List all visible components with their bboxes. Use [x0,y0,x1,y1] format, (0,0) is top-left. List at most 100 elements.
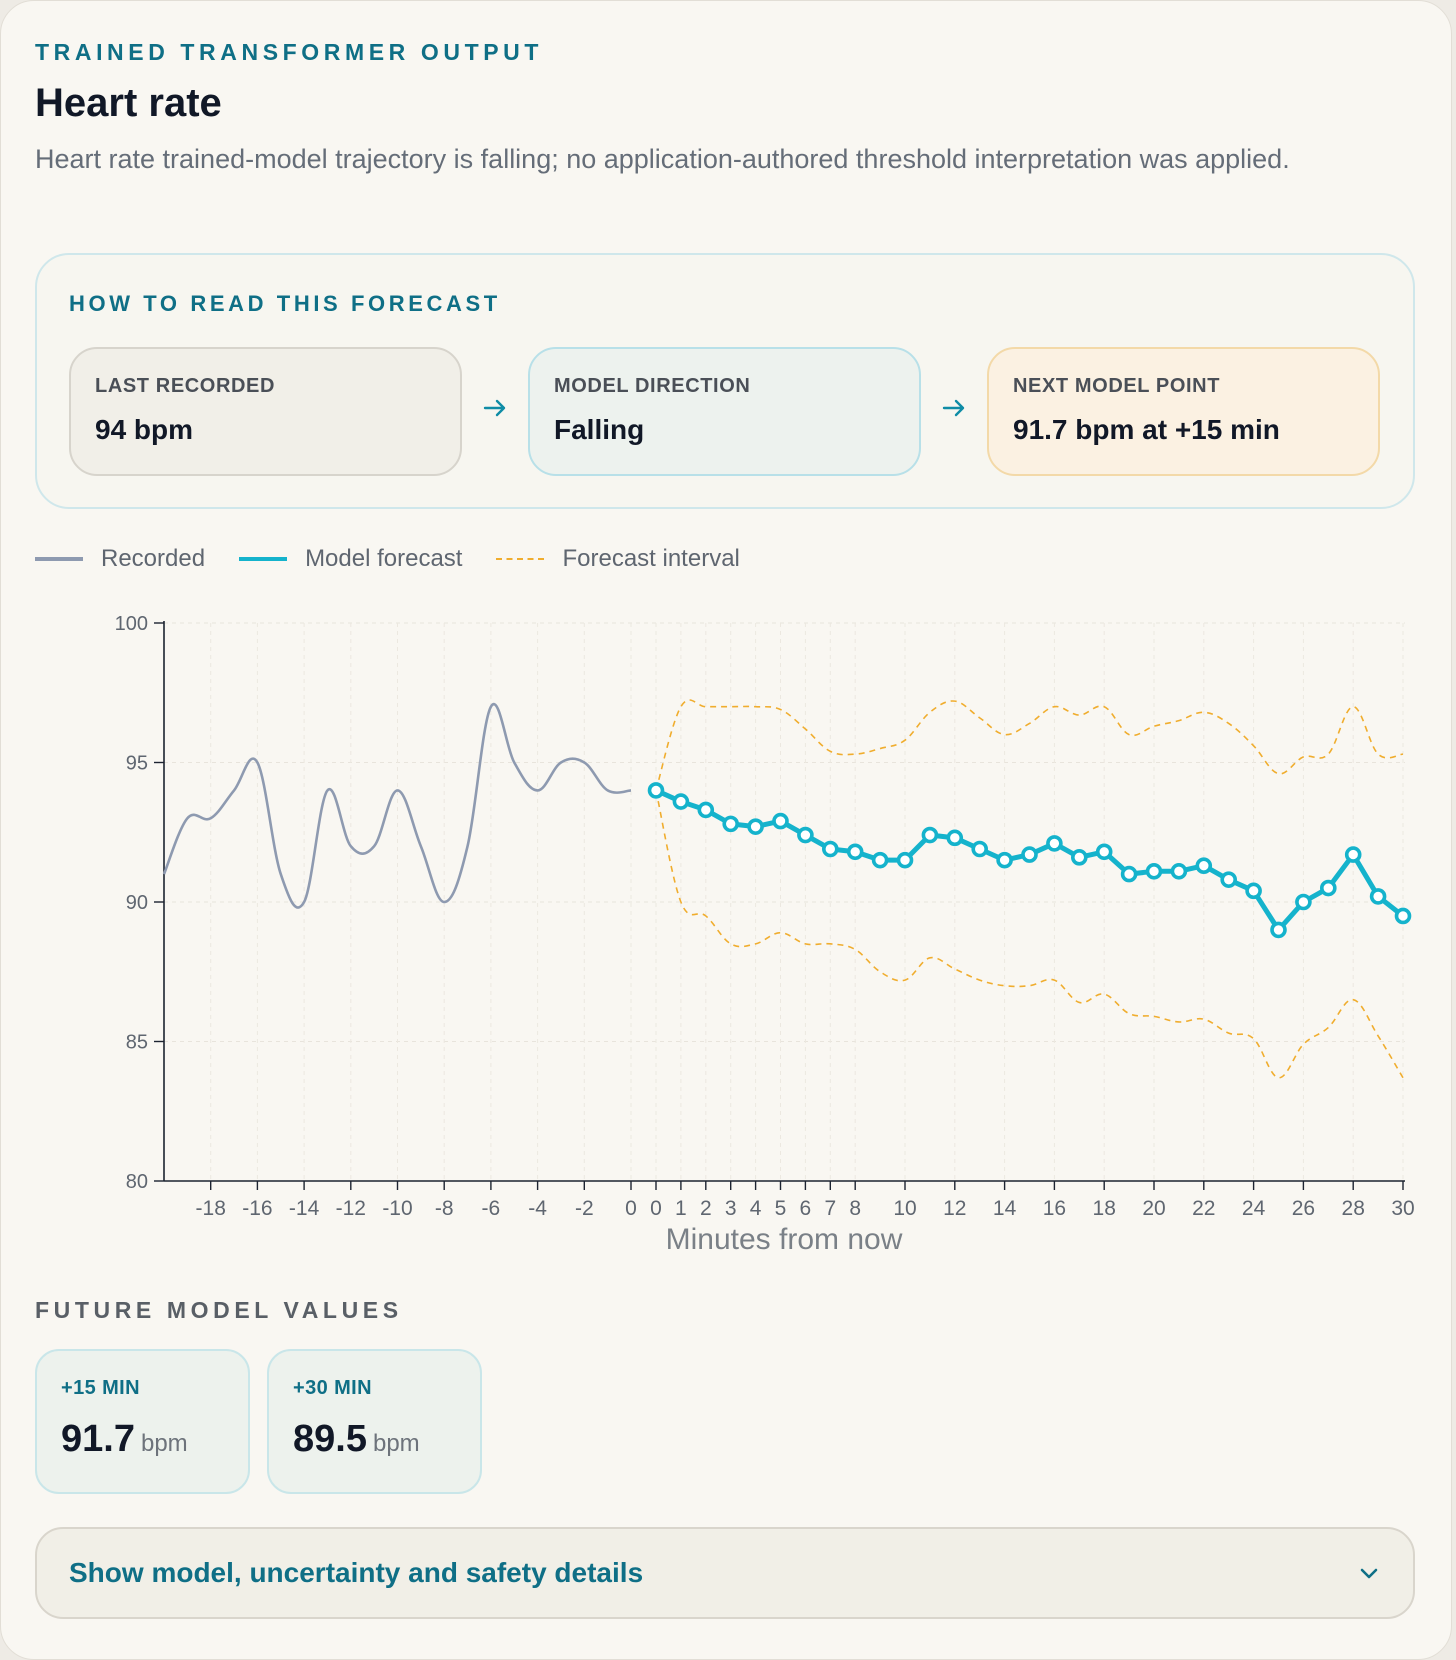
legend-swatch-interval [496,558,545,560]
eyebrow-label: TRAINED TRANSFORMER OUTPUT [35,39,544,65]
tile-value: 91.7 [61,1418,135,1460]
forecast-point [1021,846,1038,863]
forecast-point [1245,882,1262,900]
forecast-point [697,801,715,819]
interval-upper-line [655,699,1404,791]
arrow-right-icon [478,391,512,425]
future-tile-30min: +30 MIN 89.5 bpm [267,1349,482,1494]
how-to-read-title: HOW TO READ THIS FORECAST [69,291,501,316]
forecast-point [871,851,889,869]
x-tick-label: 16 [1043,1197,1066,1220]
x-tick-label: 22 [1192,1197,1215,1220]
x-tick-label: 30 [1391,1197,1414,1220]
y-tick-label: 85 [126,1032,148,1054]
forecast-point [996,851,1013,869]
forecast-point [846,843,864,861]
x-tick-label: 7 [824,1197,836,1220]
forecast-point [1394,907,1412,925]
x-tick-label: 0 [650,1197,662,1220]
step-value: 91.7 bpm at +15 min [1013,414,1280,445]
y-tick-label: 100 [115,613,148,635]
x-tick-label: -12 [336,1197,366,1220]
y-tick-label: 95 [126,753,148,775]
step-model-direction: MODEL DIRECTION Falling [528,347,921,476]
details-disclosure-button[interactable]: Show model, uncertainty and safety detai… [35,1527,1415,1619]
x-tick-label: 10 [893,1197,916,1220]
x-tick-label: -16 [242,1197,272,1220]
x-tick-label: -2 [575,1197,594,1220]
forecast-point [747,818,764,835]
x-tick-label: 8 [849,1197,861,1220]
legend-item-recorded: Recorded [35,545,205,573]
y-tick-label: 90 [126,892,148,914]
step-label: MODEL DIRECTION [554,375,751,397]
interval-lower-line [655,790,1404,1079]
legend-swatch-forecast [239,557,288,561]
future-values-title: FUTURE MODEL VALUES [35,1297,403,1323]
chart-legend: Recorded Model forecast Forecast interva… [35,541,774,577]
forecast-point [921,826,939,844]
chevron-down-icon [1360,1568,1378,1579]
forecast-point [1145,863,1163,880]
arrow-right-icon [937,391,971,425]
future-tile-15min: +15 MIN 91.7 bpm [35,1349,250,1494]
tile-label: +30 MIN [293,1377,372,1399]
tile-label: +15 MIN [61,1377,140,1399]
forecast-point [896,851,914,869]
recorded-line [162,702,632,909]
x-tick-label: -14 [289,1197,320,1220]
details-label: Show model, uncertainty and safety detai… [69,1557,644,1588]
x-tick-label: 5 [775,1197,787,1220]
forecast-point [1220,871,1237,888]
x-axis-title: Minutes from now [666,1223,903,1256]
x-tick-label: 26 [1292,1197,1315,1220]
x-tick-label: -8 [435,1197,454,1220]
forecast-point [1320,879,1337,897]
x-tick-label: -4 [528,1197,547,1220]
x-tick-label: 12 [943,1197,966,1220]
x-tick-label: 14 [993,1197,1017,1220]
step-label: LAST RECORDED [95,375,276,397]
forecast-point [821,840,839,858]
forecast-point [1120,865,1138,883]
legend-item-interval: Forecast interval [496,545,740,573]
step-next-model-point: NEXT MODEL POINT 91.7 bpm at +15 min [987,347,1380,476]
step-label: NEXT MODEL POINT [1013,375,1221,397]
forecast-point [797,826,814,844]
summary-text: Heart rate trained-model trajectory is f… [35,144,1290,174]
x-tick-label: 28 [1342,1197,1365,1220]
x-tick-label: 3 [725,1197,737,1220]
x-tick-label: 2 [700,1197,712,1220]
x-tick-label: 24 [1242,1197,1266,1220]
tile-unit: bpm [372,1430,420,1457]
page-title: Heart rate [35,81,222,125]
legend-label: Recorded [101,545,206,572]
legend-label: Forecast interval [562,545,740,572]
y-tick-label: 80 [126,1171,148,1193]
forecast-point [1295,893,1312,911]
forecast-point [1344,846,1362,863]
legend-item-forecast: Model forecast [239,545,462,573]
tile-value: 89.5 [293,1418,367,1460]
forecast-point [1071,849,1088,866]
forecast-point [1195,857,1213,875]
x-tick-label: 6 [800,1197,812,1220]
x-tick-label: 20 [1142,1197,1165,1220]
forecast-point [722,815,740,833]
x-tick-label: 1 [675,1197,687,1220]
x-tick-label: -18 [196,1197,226,1220]
x-tick-label: 18 [1093,1197,1116,1220]
forecast-point [1170,863,1188,880]
how-to-read-panel: HOW TO READ THIS FORECAST LAST RECORDED … [35,253,1415,509]
forecast-point [1046,835,1063,852]
forecast-point [772,812,789,830]
step-value: 94 bpm [95,414,194,445]
tile-unit: bpm [140,1430,188,1457]
x-tick-label: 4 [750,1197,762,1220]
forecast-point [971,840,989,858]
step-value: Falling [554,414,645,445]
forecast-point [647,782,665,799]
step-last-recorded: LAST RECORDED 94 bpm [69,347,462,476]
